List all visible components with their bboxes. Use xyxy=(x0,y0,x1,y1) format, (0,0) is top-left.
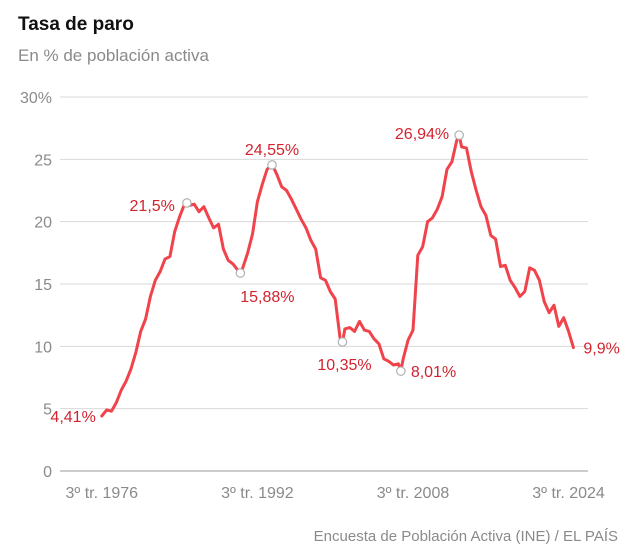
y-tick-label: 10 xyxy=(34,339,52,356)
chart-title: Tasa de paro xyxy=(18,14,134,35)
data-label: 9,9% xyxy=(583,341,619,358)
data-label: 26,94% xyxy=(395,126,449,143)
x-tick-label: 3º tr. 2008 xyxy=(377,485,450,502)
x-tick-label: 3º tr. 1976 xyxy=(66,485,139,502)
y-tick-label: 20 xyxy=(34,215,52,232)
annotation-marker xyxy=(454,130,464,140)
y-tick-label: 15 xyxy=(34,277,52,294)
annotation-marker xyxy=(396,366,406,376)
annotation-marker xyxy=(182,198,192,208)
y-tick-label: 0 xyxy=(43,464,52,481)
data-label: 21,5% xyxy=(130,198,175,215)
annotation-marker xyxy=(235,268,246,278)
annotation-marker xyxy=(337,337,348,347)
data-label: 4,41% xyxy=(50,409,95,426)
x-tick-label: 3º tr. 2024 xyxy=(532,485,605,502)
data-label: 15,88% xyxy=(240,289,294,306)
data-label: 10,35% xyxy=(317,357,371,374)
data-label: 8,01% xyxy=(411,364,456,381)
x-tick-label: 3º tr. 1992 xyxy=(221,485,294,502)
annotation-marker xyxy=(267,160,277,170)
y-tick-label: 5 xyxy=(43,402,52,419)
y-tick-label: 25 xyxy=(34,152,52,169)
source-note: Encuesta de Población Activa (INE) / EL … xyxy=(313,528,618,545)
y-tick-label: 30% xyxy=(20,90,52,107)
data-label: 24,55% xyxy=(245,142,299,159)
chart-subtitle: En % de población activa xyxy=(18,46,209,65)
